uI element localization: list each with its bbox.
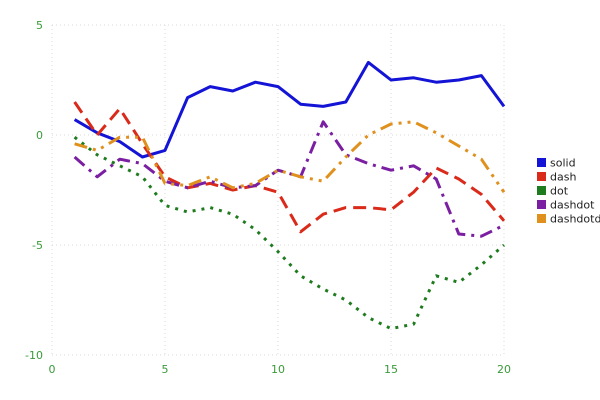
legend-swatch-dot: [537, 186, 546, 195]
legend-item-dash: dash: [537, 171, 576, 184]
y-tick-label: 0: [36, 129, 43, 142]
legend-item-solid: solid: [537, 157, 576, 170]
legend-label-dashdot: dashdot: [550, 199, 595, 212]
legend-swatch-dash: [537, 172, 546, 181]
x-tick-label: 10: [271, 363, 285, 376]
series-line-dot: [73, 136, 505, 331]
y-tick-label: -10: [25, 349, 43, 362]
legend-label-solid: solid: [550, 157, 576, 170]
legend-label-dashdotdot: dashdotdot: [550, 213, 600, 226]
y-tick-label: 5: [36, 19, 43, 32]
series-line-dash: [73, 101, 506, 234]
legend-item-dashdotdot: dashdotdot: [537, 213, 600, 226]
x-tick-label: 20: [497, 363, 511, 376]
tick-labels: 0 5 10 15 20 5 0 -5 -10: [25, 19, 511, 376]
series-lines: [73, 60, 506, 331]
series-line-solid: [73, 60, 506, 159]
legend-swatch-dashdot: [537, 200, 546, 209]
x-tick-label: 0: [49, 363, 56, 376]
legend-item-dashdot: dashdot: [537, 199, 595, 212]
legend-label-dash: dash: [550, 171, 576, 184]
series-line-dashdotdot: [74, 120, 506, 194]
legend-item-dot: dot: [537, 185, 569, 198]
y-tick-label: -5: [32, 239, 43, 252]
legend-swatch-solid: [537, 158, 546, 167]
x-tick-label: 15: [384, 363, 398, 376]
legend-label-dot: dot: [550, 185, 569, 198]
gridlines: [51, 24, 505, 356]
legend-swatch-dashdotdot: [537, 214, 546, 223]
legend: soliddashdotdashdotdashdotdot: [537, 157, 600, 226]
series-line-dashdot: [73, 120, 505, 238]
x-tick-label: 5: [162, 363, 169, 376]
